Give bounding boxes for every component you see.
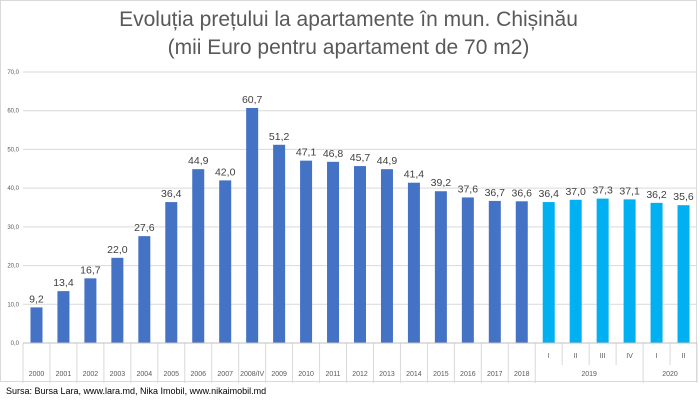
y-tick-label: 60,0: [7, 109, 19, 115]
x-tick-label: 2009: [271, 371, 287, 378]
data-label: 39,2: [431, 177, 452, 189]
bar: [677, 205, 690, 343]
chart-title: Evoluția prețului la apartamente în mun.…: [119, 8, 578, 31]
x-tick-label: 2017: [487, 371, 503, 378]
bar: [192, 169, 205, 343]
data-label: 36,7: [485, 187, 506, 199]
x-tick-label: 2001: [56, 371, 72, 378]
x-tick-label: 2014: [406, 371, 422, 378]
x-tick-label: 2005: [163, 371, 179, 378]
bar: [30, 307, 43, 343]
bar: [219, 180, 232, 343]
data-label: 22,0: [107, 244, 128, 256]
chart-subtitle: (mii Euro pentru apartament de 70 m2): [167, 36, 530, 59]
bar: [434, 191, 447, 343]
x-tick-label: 2007: [217, 371, 233, 378]
x-tick-label: 2004: [137, 371, 153, 378]
x-tick-label: 2010: [298, 371, 314, 378]
y-tick-label: 70,0: [7, 70, 19, 76]
bar: [138, 236, 151, 343]
x-tick-label: 2012: [352, 371, 368, 378]
y-tick-label: 50,0: [7, 147, 19, 153]
data-label: 47,1: [296, 147, 317, 159]
y-tick-label: 30,0: [7, 225, 19, 231]
data-label: 9,2: [29, 293, 44, 305]
x-tick-label: 2000: [29, 371, 45, 378]
data-label: 36,4: [161, 188, 182, 200]
bar: [623, 199, 636, 343]
data-label: 45,7: [350, 152, 371, 164]
bar: [569, 199, 582, 343]
data-label: 37,6: [458, 183, 479, 195]
bar: [407, 182, 420, 343]
group-label: 2020: [662, 371, 678, 378]
data-label: 46,8: [323, 148, 344, 160]
x-tick-label: 2015: [433, 371, 449, 378]
x-tick-label: 2018: [514, 371, 530, 378]
x-tick-label: I: [548, 353, 550, 360]
x-tick-label: 2002: [83, 371, 99, 378]
data-label: 13,4: [53, 277, 74, 289]
x-tick-label: 2016: [460, 371, 476, 378]
x-tick-label: 2003: [110, 371, 126, 378]
bar: [542, 202, 555, 343]
data-label: 42,0: [215, 166, 236, 178]
data-label: 36,4: [539, 188, 560, 200]
source-note: Sursa: Bursa Lara, www.lara.md, Nika Imo…: [6, 386, 267, 396]
data-label: 60,7: [242, 94, 263, 106]
x-tick-label: II: [682, 353, 686, 360]
data-label: 37,0: [565, 186, 586, 198]
data-label: 36,2: [646, 189, 667, 201]
x-tick-label: I: [656, 353, 658, 360]
y-tick-label: 0,0: [11, 341, 20, 347]
y-tick-label: 40,0: [7, 186, 19, 192]
x-tick-label: III: [600, 353, 606, 360]
bar: [596, 198, 609, 343]
bar: [300, 160, 313, 343]
data-label: 37,3: [592, 185, 613, 197]
bar: [84, 278, 97, 343]
bar: [515, 201, 528, 343]
bar: [488, 200, 501, 343]
y-tick-label: 20,0: [7, 264, 19, 270]
data-label: 37,1: [619, 185, 640, 197]
bar: [327, 161, 340, 343]
x-tick-label: II: [574, 353, 578, 360]
data-label: 51,2: [269, 131, 290, 143]
group-label: 2019: [581, 371, 597, 378]
x-tick-label: 2006: [190, 371, 206, 378]
bar: [273, 144, 286, 343]
bar: [111, 257, 124, 343]
bar: [650, 202, 663, 343]
data-label: 36,6: [512, 187, 533, 199]
data-label: 27,6: [134, 222, 155, 234]
data-label: 44,9: [377, 155, 398, 167]
chart-frame: [0, 0, 697, 382]
bar: [380, 169, 393, 343]
bar: [165, 202, 178, 343]
bar: [461, 197, 474, 343]
data-label: 35,6: [673, 191, 694, 203]
x-tick-label: 2011: [326, 371, 341, 378]
bar: [354, 166, 366, 343]
data-label: 41,4: [404, 169, 425, 181]
y-tick-label: 10,0: [7, 302, 19, 308]
data-label: 16,7: [80, 264, 101, 276]
data-label: 44,9: [188, 155, 209, 167]
x-tick-label: 2013: [379, 371, 395, 378]
x-tick-label: 2008/IV: [240, 371, 264, 378]
x-tick-label: IV: [626, 353, 633, 360]
bar: [57, 291, 70, 343]
bar: [246, 108, 259, 343]
